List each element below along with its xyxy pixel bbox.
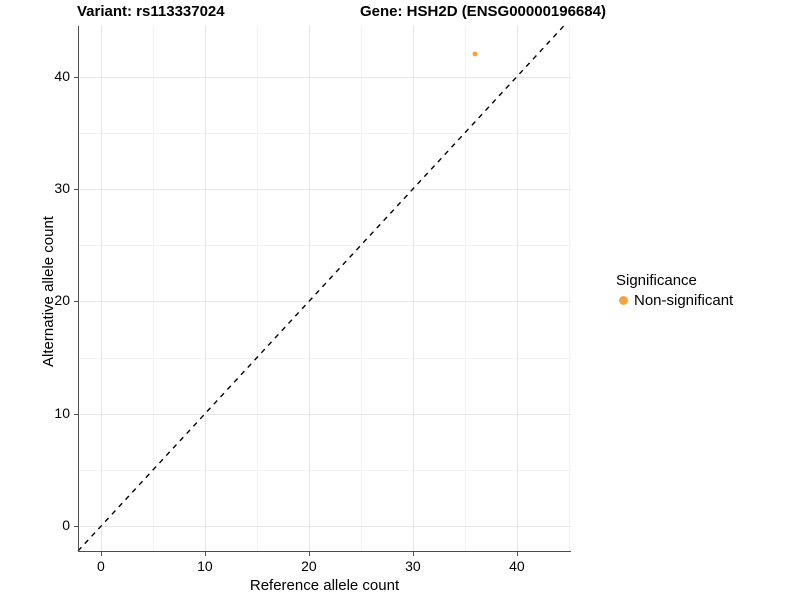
y-tick-mark — [74, 526, 78, 528]
x-tick-mark — [308, 552, 310, 556]
y-tick-label: 0 — [62, 517, 70, 534]
y-tick-mark — [74, 76, 78, 78]
gene-title: Gene: HSH2D (ENSG00000196684) — [360, 3, 606, 20]
gridline-v-minor — [152, 26, 154, 551]
gridline-h-minor — [78, 132, 571, 134]
x-tick-label: 0 — [96, 558, 105, 574]
gridline-h-major — [78, 526, 571, 528]
y-axis-title: Alternative allele count — [40, 216, 57, 367]
data-point[interactable] — [472, 51, 478, 57]
x-tick-mark — [412, 552, 414, 556]
x-tick-mark — [204, 552, 206, 556]
y-tick-label: 10 — [54, 404, 70, 421]
y-tick-label: 40 — [54, 67, 70, 84]
y-tick-mark — [74, 189, 78, 190]
variant-title: Variant: rs113337024 — [77, 3, 225, 20]
plot-panel — [78, 26, 571, 551]
y-tick-label: 30 — [54, 180, 70, 196]
y-tick-label: 20 — [54, 292, 70, 309]
x-axis-title: Reference allele count — [249, 577, 400, 594]
x-tick-label: 40 — [509, 558, 525, 574]
reference-line — [78, 26, 571, 551]
gridline-h-major — [78, 413, 571, 415]
y-tick-mark — [74, 301, 78, 303]
gridline-v-major — [412, 26, 414, 551]
y-tick-mark — [74, 413, 78, 415]
gridline-h-minor — [78, 470, 571, 472]
gridline-v-minor — [256, 26, 258, 551]
legend-label: Non-significant — [634, 292, 734, 309]
legend-key-dot-icon — [619, 296, 628, 305]
gridline-h-major — [78, 76, 571, 78]
gridline-v-major — [204, 26, 206, 551]
gridline-v-major — [100, 26, 102, 551]
legend-entry[interactable]: Non-significant — [616, 292, 733, 309]
x-tick-label: 20 — [301, 558, 317, 574]
gridline-v-major — [516, 26, 518, 551]
gridline-v-minor — [360, 26, 362, 551]
y-axis-line — [78, 26, 79, 552]
gridline-v-minor — [568, 26, 570, 551]
legend-title: Significance — [616, 272, 697, 289]
x-tick-label: 30 — [405, 558, 421, 574]
gridline-h-minor — [78, 245, 571, 247]
gridline-v-minor — [464, 26, 466, 551]
x-tick-label: 10 — [197, 558, 213, 574]
gridline-h-minor — [78, 357, 571, 359]
gridline-v-major — [308, 26, 310, 551]
x-axis-line — [78, 551, 571, 552]
gridline-h-major — [78, 301, 571, 303]
legend-entries: Non-significant — [616, 292, 733, 309]
x-tick-mark — [100, 552, 102, 556]
gridline-h-major — [78, 189, 571, 190]
legend: Significance Non-significant — [616, 272, 733, 309]
x-tick-mark — [516, 552, 518, 556]
